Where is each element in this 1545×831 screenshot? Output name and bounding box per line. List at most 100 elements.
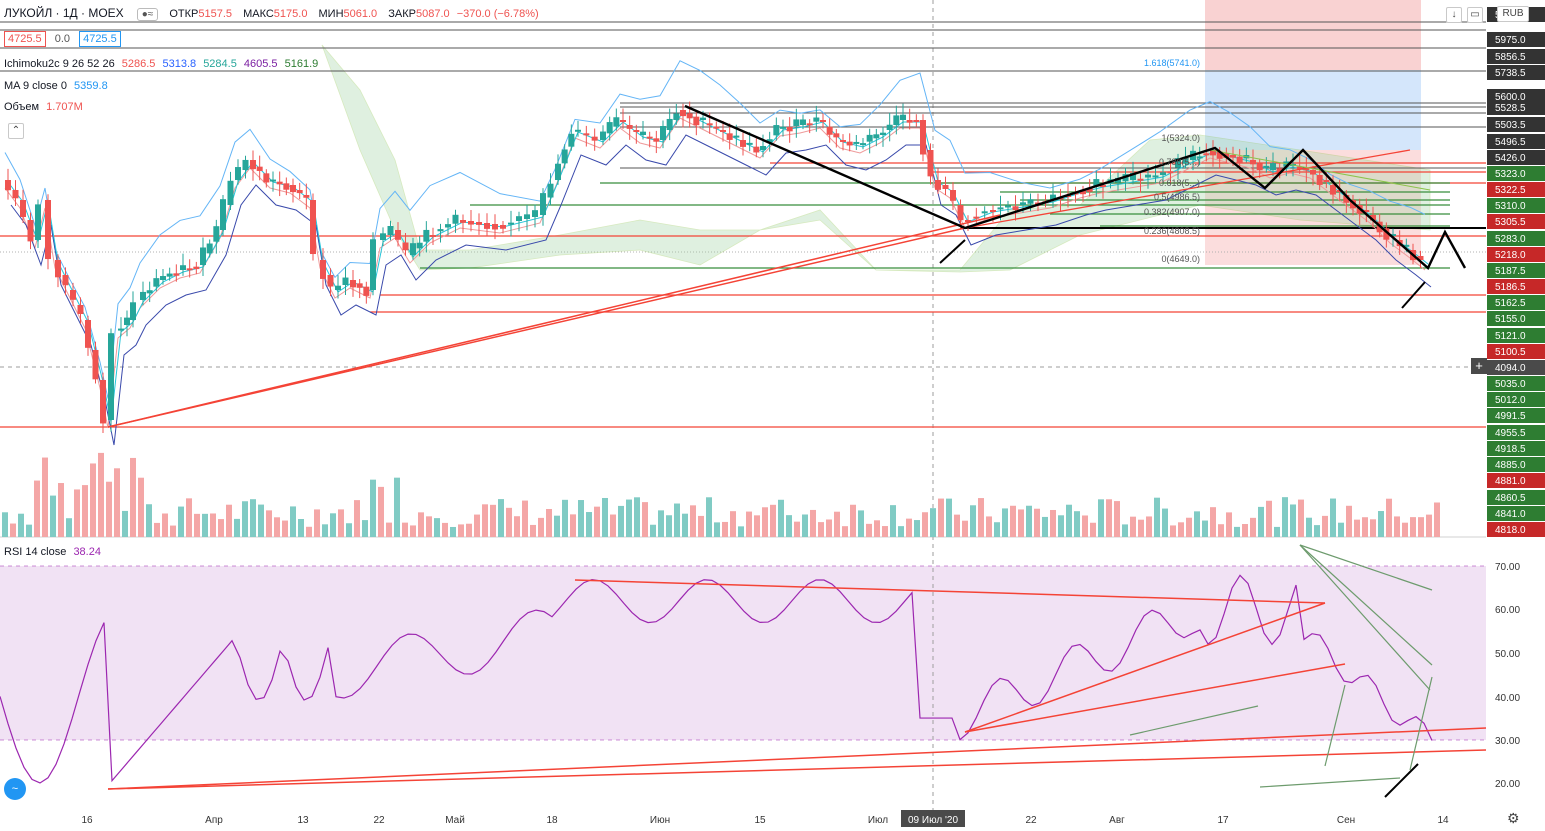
candle-body xyxy=(492,224,498,230)
volume-bar xyxy=(722,521,728,537)
cloud-area xyxy=(321,44,1431,273)
eye-icon[interactable]: ●≈ xyxy=(136,8,159,21)
candle-body xyxy=(516,216,522,221)
volume-bar xyxy=(1106,499,1112,537)
volume-bar xyxy=(122,510,128,537)
price-axis-tag xyxy=(1487,408,1545,423)
time-axis-tag xyxy=(901,810,965,827)
volume-bar xyxy=(602,497,608,537)
candle-body xyxy=(686,113,693,119)
ichimoku-legend[interactable]: Ichimoku2c 9 26 52 26 5286.5 5313.8 5284… xyxy=(4,58,318,70)
candle-body xyxy=(220,199,226,230)
volume-bar xyxy=(146,504,152,537)
price-axis-label: 4841.0 xyxy=(1495,509,1526,520)
volume-bar xyxy=(1210,507,1216,537)
volume-bar xyxy=(1050,509,1056,537)
candle-body xyxy=(942,185,949,190)
price-axis-label: 5283.0 xyxy=(1495,234,1526,245)
rsi-trend-green xyxy=(1299,544,1433,666)
price-axis-tag xyxy=(1487,49,1545,64)
volume-bar xyxy=(42,457,48,537)
volume-bar xyxy=(458,524,464,537)
candle-body xyxy=(130,302,136,320)
candle-body xyxy=(626,125,633,129)
tradingview-logo-icon[interactable]: ~ xyxy=(4,778,26,800)
volume-bar xyxy=(1370,519,1376,537)
volume-bar xyxy=(1122,524,1128,537)
candle-body xyxy=(296,190,303,194)
candle-body xyxy=(1100,185,1106,187)
volume-legend[interactable]: Объем 1.707M xyxy=(4,101,83,113)
candle-body xyxy=(1167,171,1174,174)
volume-bar xyxy=(1354,519,1360,537)
candle-body xyxy=(1276,168,1283,172)
candle-body xyxy=(1256,163,1263,171)
close-value: 5087.0 xyxy=(415,8,450,20)
candle-body xyxy=(200,247,206,265)
candle-body xyxy=(813,117,820,122)
settings-gear-icon[interactable]: ⚙ xyxy=(1507,810,1520,826)
price-axis-label: 5738.5 xyxy=(1495,68,1526,79)
ichimoku-v2: 5313.8 xyxy=(162,58,197,70)
volume-bar xyxy=(962,520,968,537)
price-axis-label: 5100.5 xyxy=(1495,347,1526,358)
price-axis-tag xyxy=(1487,279,1545,294)
ma-legend[interactable]: MA 9 close 0 5359.8 xyxy=(4,80,108,92)
volume-bar xyxy=(826,519,832,537)
volume-bar xyxy=(690,505,696,537)
buy-price-button[interactable]: 4725.5 xyxy=(79,31,121,47)
volume-bar xyxy=(1234,526,1240,537)
price-axis-label: 5322.5 xyxy=(1495,185,1526,196)
collapse-legend-icon[interactable]: ⌃ xyxy=(8,123,24,139)
volume-bar xyxy=(114,468,120,537)
maximize-icon[interactable]: ▭ xyxy=(1467,7,1483,23)
time-axis-label: 18 xyxy=(546,815,558,826)
price-axis-tag xyxy=(1487,376,1545,391)
price-axis-tag xyxy=(1487,263,1545,278)
candle-body xyxy=(1005,205,1011,208)
sell-price-button[interactable]: 4725.5 xyxy=(4,31,46,47)
volume-bar xyxy=(762,507,768,537)
price-axis-tag xyxy=(1487,522,1545,537)
volume-bar xyxy=(1338,522,1344,537)
close-label: ЗАКР xyxy=(388,8,416,20)
candle-body xyxy=(633,130,640,132)
candle-body xyxy=(1137,178,1144,181)
currency-button[interactable]: RUB xyxy=(1497,6,1529,22)
candle-body xyxy=(773,125,780,136)
rsi-legend[interactable]: RSI 14 close 38.24 xyxy=(4,546,101,558)
add-alert-icon[interactable]: + xyxy=(1471,358,1487,374)
candle-body xyxy=(452,214,459,224)
candle-body xyxy=(1145,174,1151,178)
candle-body xyxy=(45,200,51,260)
volume-bar xyxy=(354,500,360,537)
candle-body xyxy=(283,183,290,190)
candle-body xyxy=(180,265,186,270)
candle-body xyxy=(1370,215,1376,221)
price-axis-label: 5856.5 xyxy=(1495,52,1526,63)
legend-header: ЛУКОЙЛ · 1Д · MOEX ●≈ ОТКР5157.5 МАКС517… xyxy=(4,6,539,21)
symbol-title[interactable]: ЛУКОЙЛ · 1Д · MOEX xyxy=(4,6,124,20)
volume-bar xyxy=(562,499,568,537)
price-axis-label: 5305.5 xyxy=(1495,217,1526,228)
rsi-axis: 70.00 60.00 50.00 40.00 30.00 20.00 xyxy=(1495,562,1520,790)
candle-body xyxy=(700,117,706,120)
volume-bar xyxy=(970,505,976,537)
price-axis-tag xyxy=(1487,328,1545,343)
volume-bar xyxy=(1154,497,1160,537)
candle-body xyxy=(320,260,326,279)
candle-body xyxy=(55,260,61,278)
price-axis-label: 5187.5 xyxy=(1495,266,1526,277)
arrow-down-icon[interactable]: ↓ xyxy=(1446,7,1462,23)
high-label: МАКС xyxy=(243,8,274,20)
spread-value: 0.0 xyxy=(54,33,71,45)
volume-bar xyxy=(194,513,200,537)
volume-bar xyxy=(466,523,472,537)
candle-body xyxy=(1323,180,1330,182)
volume-bar xyxy=(794,521,800,537)
volume-bar xyxy=(586,512,592,537)
volume-bar xyxy=(1394,516,1400,537)
volume-bar xyxy=(706,497,712,537)
candle-body xyxy=(583,133,590,136)
